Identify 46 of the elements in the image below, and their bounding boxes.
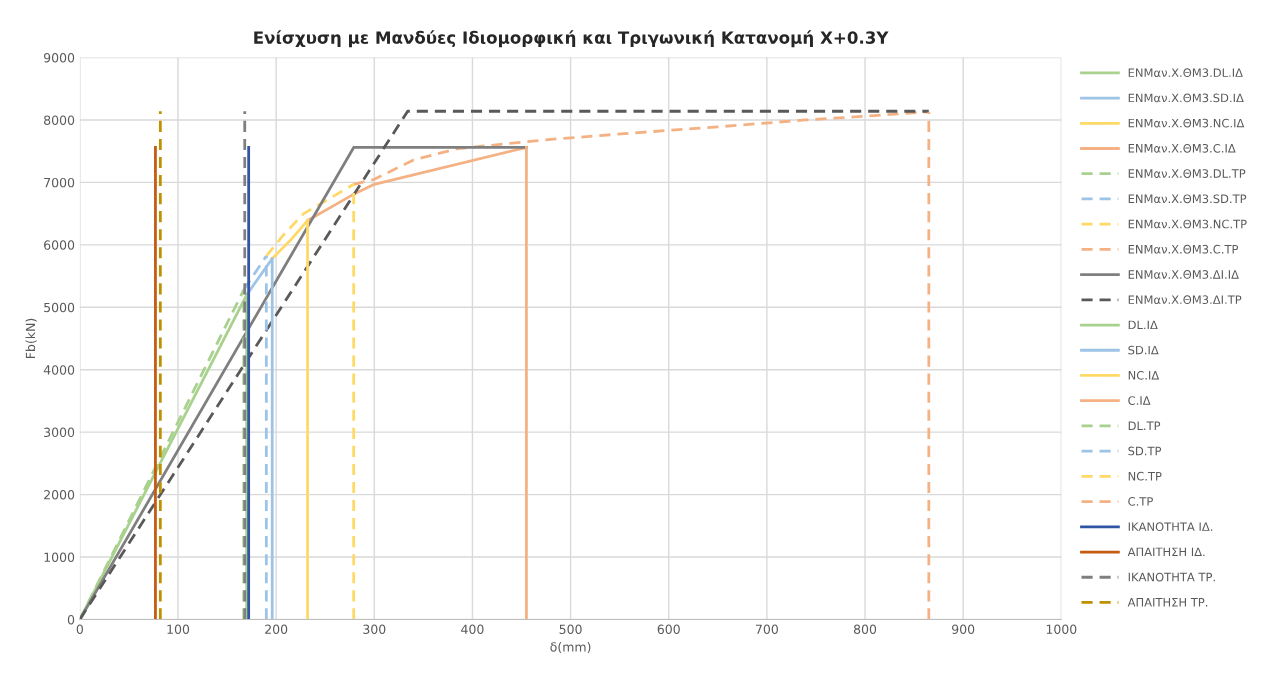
- y-tick-label: 8000: [44, 115, 75, 125]
- x-tick-label: 1000: [1046, 624, 1077, 634]
- legend-label: NC.ΤΡ: [1128, 471, 1162, 481]
- y-tick-label: 4000: [43, 365, 75, 375]
- y-tick-label: 6000: [44, 240, 75, 250]
- legend-label: DL.ΙΔ: [1128, 320, 1158, 330]
- x-tick-label: 800: [853, 624, 877, 634]
- y-tick-label: 0: [67, 614, 75, 625]
- legend-label: C.ΤΡ: [1128, 497, 1153, 506]
- legend-label: ΕΝΜαν.Χ.ΘΜ3.SD.ΤΡ: [1128, 194, 1247, 204]
- y-axis-title: Fb(kN): [25, 318, 37, 359]
- legend-label: ΙΚΑΝΟΤΗΤΑ ΤΡ.: [1128, 572, 1215, 582]
- legend-label: ΕΝΜαν.Χ.ΘΜ3.ΔΙ.ΤΡ: [1128, 295, 1242, 305]
- legend-label: ΕΝΜαν.Χ.ΘΜ3.NC.ΙΔ: [1128, 118, 1245, 128]
- x-tick-label: 100: [167, 624, 190, 634]
- x-tick-label: 0: [76, 624, 83, 634]
- legend-label: NC.ΙΔ: [1128, 370, 1160, 380]
- x-axis-title: δ(mm): [550, 641, 591, 654]
- legend-label: DL.ΤΡ: [1128, 421, 1161, 430]
- legend-label: ΕΝΜαν.Χ.ΘΜ3.DL.ΙΔ: [1128, 68, 1243, 78]
- y-tick-label: 7000: [44, 177, 75, 188]
- legend-label: ΕΝΜαν.Χ.ΘΜ3.DL.ΤΡ: [1128, 169, 1246, 178]
- legend-label: ΑΠΑΙΤΗΣΗ ΤΡ.: [1127, 598, 1208, 607]
- x-tick-label: 500: [559, 624, 582, 634]
- legend-label: C.ΙΔ: [1128, 396, 1151, 405]
- x-tick-label: 700: [755, 624, 778, 634]
- x-tick-label: 900: [952, 624, 975, 634]
- legend-label: ΕΝΜαν.Χ.ΘΜ3.C.ΙΔ: [1128, 143, 1236, 153]
- y-tick-label: 2000: [44, 490, 75, 500]
- legend-label: ΕΝΜαν.Χ.ΘΜ3.NC.ΤΡ: [1128, 219, 1247, 229]
- y-tick-label: 5000: [44, 302, 75, 313]
- legend-label: ΕΝΜαν.Χ.ΘΜ3.C.ΤΡ: [1128, 244, 1239, 254]
- legend-label: ΑΠΑΙΤΗΣΗ ΙΔ.: [1127, 547, 1205, 557]
- y-tick-label: 9000: [43, 53, 75, 63]
- y-tick-label: 3000: [44, 427, 75, 438]
- x-tick-label: 600: [657, 624, 680, 634]
- chart-title: Ενίσχυση με Μανδύες Ιδιομορφική και Τριγωνική Κατανομή Χ+0.3Υ: [254, 30, 889, 48]
- x-tick-label: 300: [363, 624, 386, 634]
- legend-label: ΙΚΑΝΟΤΗΤΑ ΙΔ.: [1128, 522, 1213, 531]
- legend-label: ΕΝΜαν.Χ.ΘΜ3.ΔΙ.ΙΔ: [1128, 270, 1239, 279]
- x-tick-label: 200: [265, 624, 288, 634]
- legend-label: SD.ΙΔ: [1128, 345, 1159, 355]
- legend-label: ΕΝΜαν.Χ.ΘΜ3.SD.ΙΔ: [1128, 93, 1244, 103]
- legend-label: SD.ΤΡ: [1128, 446, 1162, 456]
- x-tick-label: 400: [461, 624, 484, 634]
- y-tick-label: 1000: [44, 552, 75, 562]
